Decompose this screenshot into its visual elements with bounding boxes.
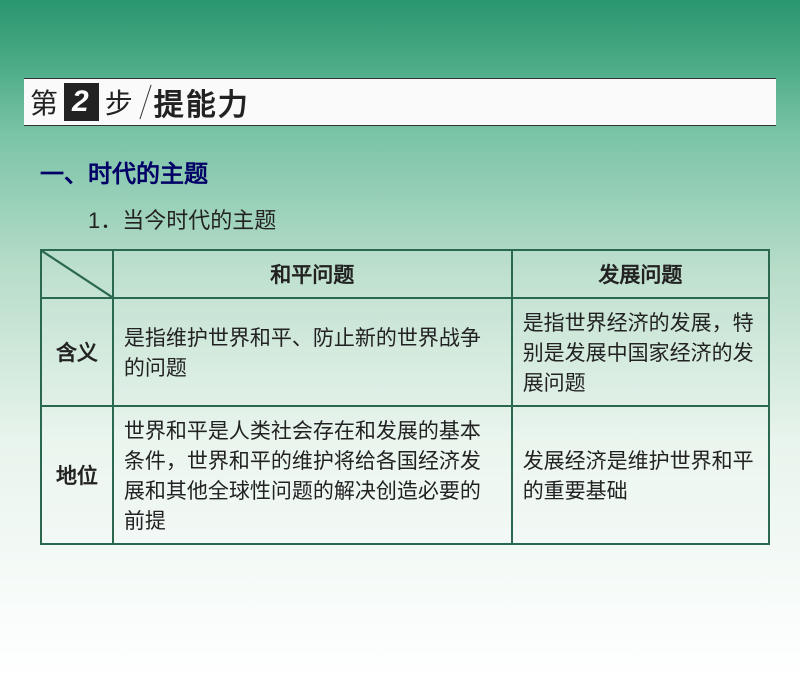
step-number: 2 [64, 83, 99, 121]
step-header: 第 2 步 提能力 [24, 78, 776, 126]
content-table: 和平问题 发展问题 含义 是指维护世界和平、防止新的世界战争的问题 是指世界经济… [40, 249, 770, 545]
corner-cell [41, 250, 113, 298]
cell-peace: 世界和平是人类社会存在和发展的基本条件，世界和平的维护将给各国经济发展和其他全球… [113, 406, 512, 544]
step-suffix: 步 [105, 82, 133, 122]
table-row: 含义 是指维护世界和平、防止新的世界战争的问题 是指世界经济的发展，特别是发展中… [41, 298, 769, 406]
col-header-peace: 和平问题 [113, 250, 512, 298]
cell-development: 发展经济是维护世界和平的重要基础 [512, 406, 769, 544]
table-row: 地位 世界和平是人类社会存在和发展的基本条件，世界和平的维护将给各国经济发展和其… [41, 406, 769, 544]
step-title: 提能力 [154, 80, 250, 124]
divider-icon [139, 85, 151, 120]
row-label: 地位 [41, 406, 113, 544]
cell-development: 是指世界经济的发展，特别是发展中国家经济的发展问题 [512, 298, 769, 406]
section-heading: 一、时代的主题 [40, 154, 800, 189]
row-label: 含义 [41, 298, 113, 406]
cell-peace: 是指维护世界和平、防止新的世界战争的问题 [113, 298, 512, 406]
step-prefix: 第 [30, 82, 58, 122]
table-header-row: 和平问题 发展问题 [41, 250, 769, 298]
col-header-development: 发展问题 [512, 250, 769, 298]
sub-heading: 1．当今时代的主题 [88, 203, 800, 235]
